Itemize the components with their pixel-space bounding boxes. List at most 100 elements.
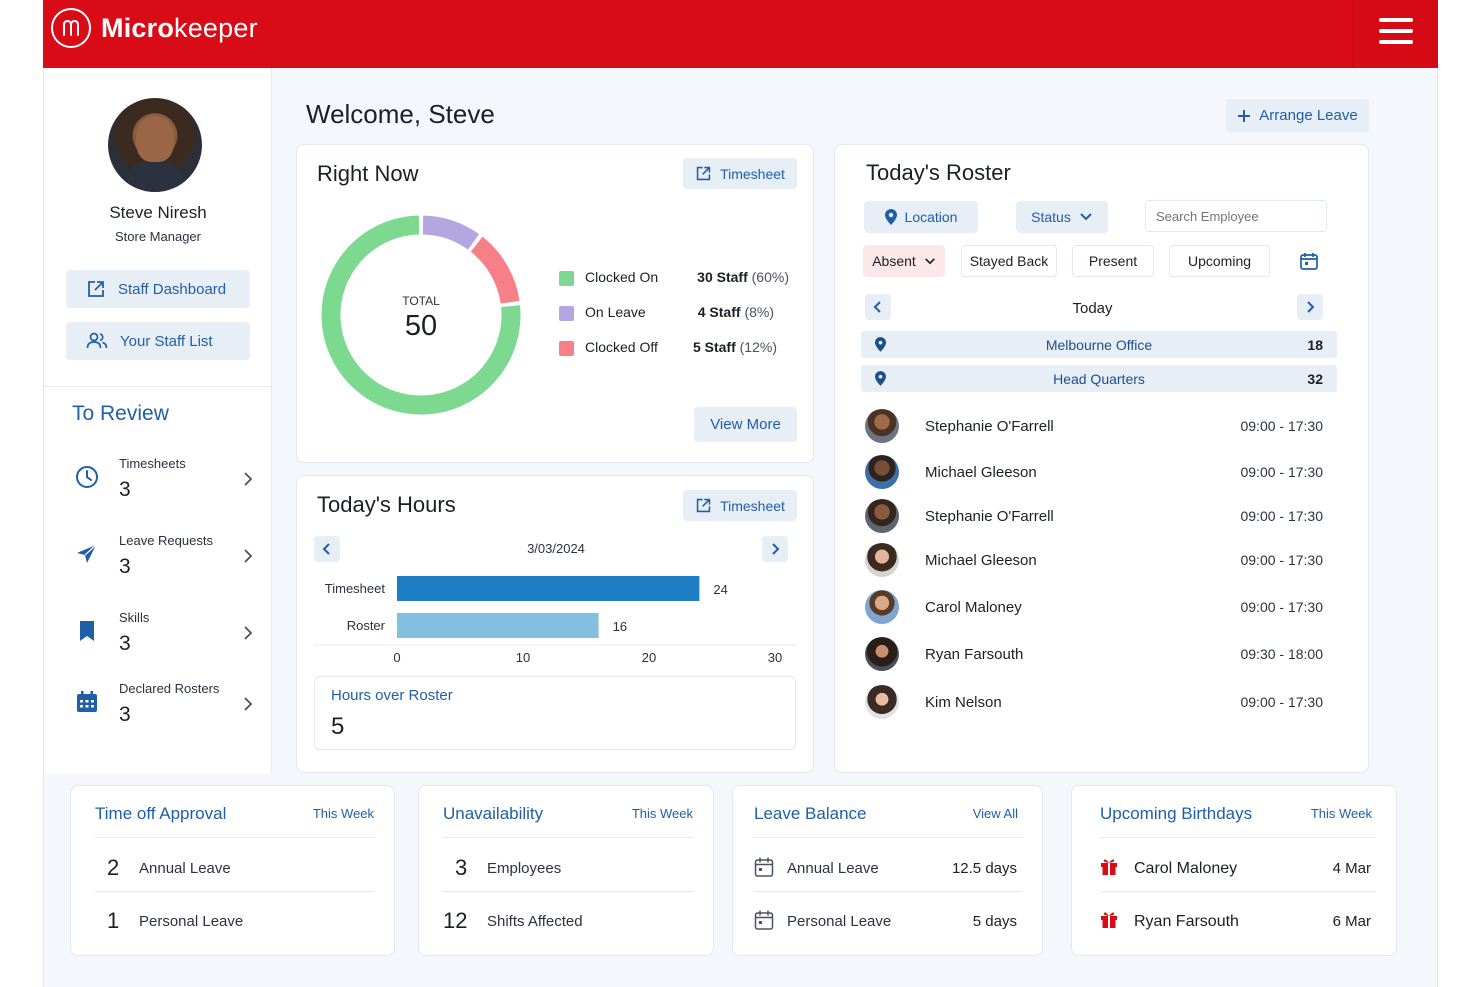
staff-list-label: Your Staff List: [120, 332, 213, 350]
roster-employee-row[interactable]: Carol Maloney 09:00 - 17:30: [865, 590, 1325, 626]
hours-timesheet-button[interactable]: Timesheet: [683, 490, 797, 521]
leave-balance-card: Leave Balance View All Annual Leave 12.5…: [732, 785, 1043, 956]
unavailability-row[interactable]: 12 Shifts Affected: [443, 906, 693, 936]
sidebar-divider: [44, 386, 272, 387]
donut-total-value: 50: [405, 310, 437, 342]
status-filter-button[interactable]: Status: [1016, 201, 1108, 233]
review-item-timesheets[interactable]: Timesheets 3: [74, 456, 254, 512]
menu-button[interactable]: [1352, 0, 1438, 68]
hamburger-icon: [1379, 18, 1413, 44]
row-value: 4 Mar: [1332, 860, 1371, 877]
unavailability-title: Unavailability: [443, 804, 544, 823]
external-link-icon: [88, 281, 104, 297]
roster-employee-row[interactable]: Michael Gleeson 09:00 - 17:30: [865, 543, 1325, 579]
roster-next-button[interactable]: [1297, 294, 1323, 320]
leave-balance-view-all[interactable]: View All: [972, 806, 1018, 821]
unavailability-card: Unavailability This Week 3 Employees 12 …: [418, 785, 714, 956]
hours-over-value: 5: [331, 713, 345, 740]
paper-plane-icon: [77, 544, 97, 563]
row-label: Ryan Farsouth: [1134, 913, 1239, 930]
review-item-skills[interactable]: Skills 3: [74, 610, 254, 666]
chevron-right-icon: [244, 697, 253, 711]
profile-avatar[interactable]: [108, 98, 202, 192]
review-item-leave-requests[interactable]: Leave Requests 3: [74, 533, 254, 589]
legend-value: 5 Staff (12%): [692, 339, 777, 355]
view-more-button[interactable]: View More: [694, 407, 797, 442]
hours-over-roster-box: Hours over Roster 5: [314, 676, 796, 750]
employee-avatar: [865, 543, 899, 577]
card-divider: [443, 891, 693, 892]
bar-roster[interactable]: [397, 613, 599, 638]
employee-avatar: [865, 455, 899, 489]
leave-balance-row[interactable]: Annual Leave 12.5 days: [754, 853, 1022, 883]
staff-list-button[interactable]: Your Staff List: [66, 322, 250, 360]
location-pin-icon: [884, 209, 897, 225]
roster-employee-row[interactable]: Ryan Farsouth 09:30 - 18:00: [865, 637, 1325, 673]
donut-slice-clocked-off[interactable]: [470, 236, 520, 304]
location-row-melbourne[interactable]: Melbourne Office 18: [861, 331, 1337, 358]
employee-avatar: [865, 685, 899, 719]
bar-timesheet[interactable]: [397, 576, 700, 601]
row-label: Shifts Affected: [487, 913, 583, 930]
roster-title: Today's Roster: [866, 160, 1011, 185]
row-count: 1: [107, 908, 120, 933]
calendar-button[interactable]: [1292, 245, 1326, 277]
donut-slice-on-leave[interactable]: [422, 215, 480, 250]
employee-shift-time: 09:00 - 17:30: [1240, 464, 1323, 480]
time-off-row[interactable]: 1 Personal Leave: [95, 906, 374, 936]
chevron-right-icon: [244, 549, 253, 563]
bookmark-icon: [80, 621, 94, 641]
hours-prev-button[interactable]: [314, 536, 340, 562]
time-off-row[interactable]: 2 Annual Leave: [95, 853, 374, 883]
external-link-icon: [696, 166, 711, 181]
review-item-label: Skills: [119, 610, 150, 625]
bar-category-label: Timesheet: [325, 581, 386, 596]
review-item-declared-rosters[interactable]: Declared Rosters 3: [74, 681, 254, 737]
roster-employee-row[interactable]: Stephanie O'Farrell 09:00 - 17:30: [865, 499, 1325, 535]
roster-employee-row[interactable]: Kim Nelson 09:00 - 17:30: [865, 685, 1325, 721]
birthday-row[interactable]: Ryan Farsouth 6 Mar: [1100, 906, 1376, 936]
hours-over-label: Hours over Roster: [331, 687, 453, 704]
location-row-head-quarters[interactable]: Head Quarters 32: [861, 365, 1337, 392]
legend-label: Clocked On: [585, 269, 659, 285]
roster-employee-row[interactable]: Stephanie O'Farrell 09:00 - 17:30: [865, 409, 1325, 445]
legend-on-leave: On Leave 4 Staff (8%): [559, 303, 774, 323]
arrange-leave-button[interactable]: Arrange Leave: [1226, 99, 1369, 132]
chevron-right-icon: [244, 472, 253, 486]
chevron-left-icon: [322, 543, 330, 555]
review-item-count: 3: [119, 555, 131, 578]
unavailability-row[interactable]: 3 Employees: [443, 853, 693, 883]
time-off-period[interactable]: This Week: [312, 806, 374, 821]
unavailability-period[interactable]: This Week: [631, 806, 693, 821]
employee-name: Kim Nelson: [925, 694, 1002, 711]
donut-total-label: TOTAL: [402, 294, 440, 308]
roster-day-label: Today: [1072, 300, 1113, 317]
filter-present[interactable]: Present: [1072, 245, 1154, 277]
leave-balance-row[interactable]: Personal Leave 5 days: [754, 906, 1022, 936]
arrange-leave-label: Arrange Leave: [1259, 107, 1358, 124]
todays-hours-title: Today's Hours: [317, 492, 456, 517]
hours-next-button[interactable]: [762, 536, 788, 562]
legend-label: On Leave: [585, 304, 646, 320]
roster-employee-row[interactable]: Michael Gleeson 09:00 - 17:30: [865, 455, 1325, 491]
search-employee-input[interactable]: [1145, 200, 1327, 232]
logo[interactable]: Microkeeper: [51, 8, 258, 48]
timesheet-label: Timesheet: [720, 497, 785, 514]
filter-absent[interactable]: Absent: [863, 245, 945, 277]
staff-dashboard-button[interactable]: Staff Dashboard: [66, 270, 250, 308]
staff-donut-chart: TOTAL 50: [321, 215, 521, 415]
location-filter-button[interactable]: Location: [864, 201, 978, 233]
employee-shift-time: 09:00 - 17:30: [1240, 508, 1323, 524]
filter-stayed-back[interactable]: Stayed Back: [961, 245, 1057, 277]
profile-name: Steve Niresh: [109, 203, 207, 222]
right-now-timesheet-button[interactable]: Timesheet: [683, 158, 797, 189]
x-tick-label: 10: [516, 650, 530, 665]
legend-clocked-off: Clocked Off 5 Staff (12%): [559, 338, 777, 358]
roster-prev-button[interactable]: [865, 294, 891, 320]
top-bar: Microkeeper: [43, 0, 1438, 68]
filter-upcoming[interactable]: Upcoming: [1169, 245, 1270, 277]
donut-slice-clocked-on[interactable]: [321, 215, 521, 415]
birthdays-period[interactable]: This Week: [1310, 806, 1372, 821]
review-title: To Review: [72, 402, 169, 425]
birthday-row[interactable]: Carol Maloney 4 Mar: [1100, 853, 1376, 883]
